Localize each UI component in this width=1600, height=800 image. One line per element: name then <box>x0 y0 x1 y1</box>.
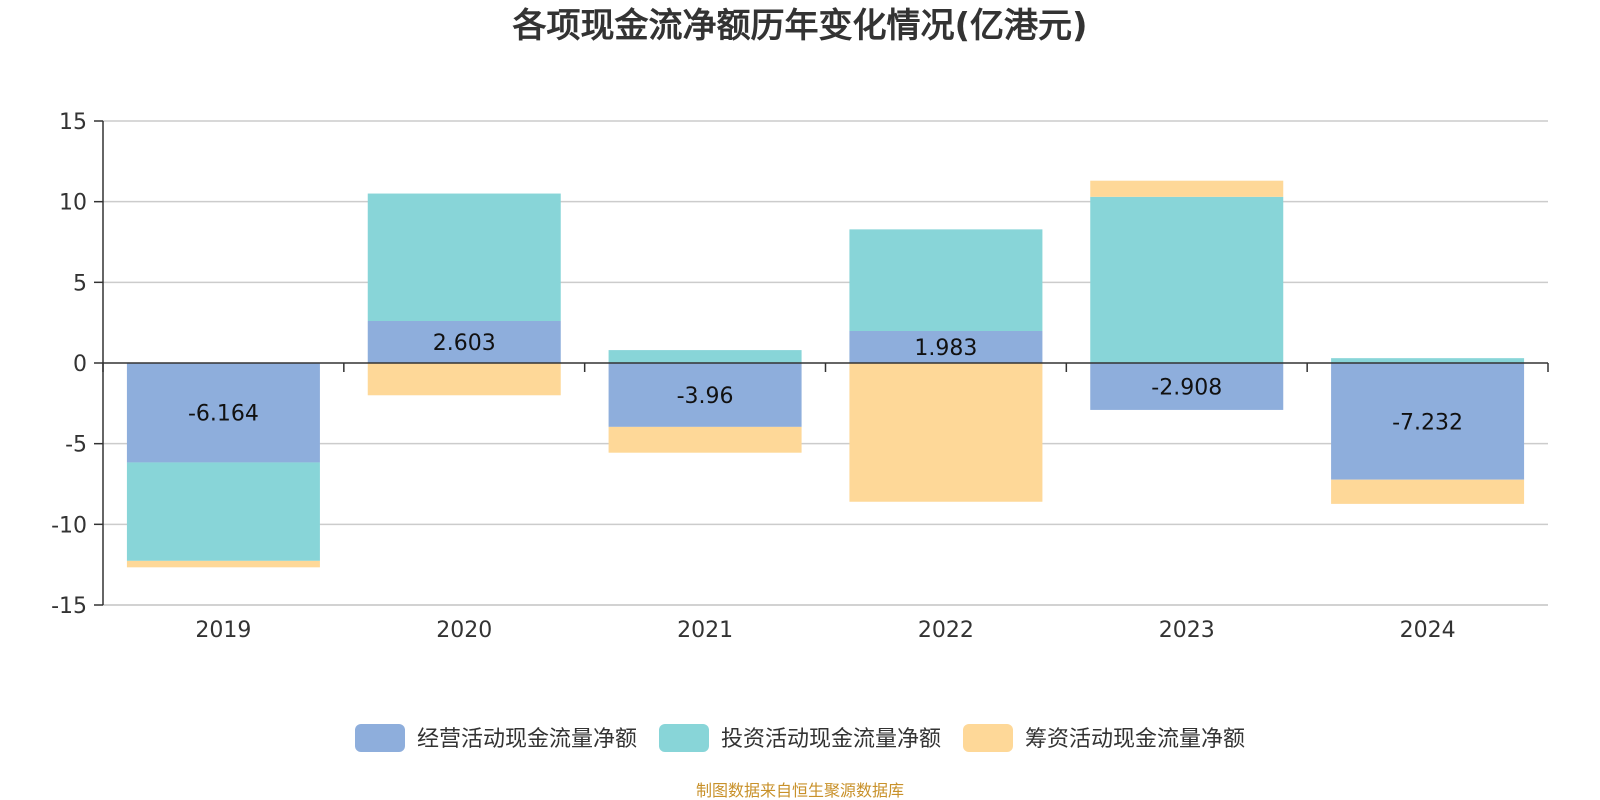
bars <box>126 180 1525 568</box>
legend-label-2: 投资活动现金流量净额 <box>721 727 941 752</box>
bar-2-2024 <box>1331 358 1525 363</box>
y-tick-label: 0 <box>73 352 87 377</box>
bar-1-2020 <box>367 321 561 363</box>
bar-1-2024 <box>1331 363 1525 480</box>
y-tick-label: 15 <box>59 110 87 135</box>
bar-2-2023 <box>1090 196 1284 363</box>
bar-3-2024 <box>1331 479 1525 504</box>
y-tick-label: 10 <box>59 191 87 216</box>
legend-swatch-1 <box>355 724 405 752</box>
y-tick-label: 5 <box>73 271 87 296</box>
x-tick-label: 2022 <box>918 618 974 643</box>
legend-swatch-3 <box>963 724 1013 752</box>
x-axis-ticks: 2019 2020 2021 2022 2023 2024 <box>195 618 1455 643</box>
data-label-2023: -2.908 <box>1151 375 1222 400</box>
bar-2-2019 <box>126 462 320 561</box>
y-tick-label: -15 <box>51 594 87 619</box>
bar-2-2021 <box>608 350 802 363</box>
x-tick-label: 2021 <box>677 618 733 643</box>
bar-3-2022 <box>849 363 1043 502</box>
y-tick-label: -5 <box>65 433 87 458</box>
data-labels: -6.164 2.603 -3.96 1.983 -2.908 -7.232 <box>188 331 1463 435</box>
data-label-2022: 1.983 <box>914 336 977 361</box>
y-axis-ticks: 15 10 5 0 -5 -10 -15 <box>51 110 103 619</box>
y-tick-label: -10 <box>51 513 87 538</box>
legend-swatch-2 <box>659 724 709 752</box>
bar-2-2020 <box>367 193 561 322</box>
bar-1-2019 <box>126 363 320 463</box>
chart-title: 各项现金流净额历年变化情况(亿港元) <box>512 6 1087 46</box>
bar-3-2021 <box>608 426 802 453</box>
bar-1-2022 <box>849 331 1043 363</box>
bar-2-2022 <box>849 229 1043 332</box>
bar-1-2021 <box>608 363 802 427</box>
grid-lines <box>103 120 1548 606</box>
legend-label-1: 经营活动现金流量净额 <box>417 727 637 752</box>
data-label-2024: -7.232 <box>1392 410 1463 435</box>
legend-label-3: 筹资活动现金流量净额 <box>1025 727 1245 752</box>
x-tick-label: 2024 <box>1400 618 1456 643</box>
bar-3-2023 <box>1090 180 1284 197</box>
x-tick-label: 2020 <box>436 618 492 643</box>
x-tick-label: 2023 <box>1159 618 1215 643</box>
bar-3-2020 <box>367 363 561 396</box>
data-label-2019: -6.164 <box>188 402 259 427</box>
bar-1-2023 <box>1090 363 1284 410</box>
data-label-2021: -3.96 <box>677 384 734 409</box>
bar-3-2019 <box>126 560 320 568</box>
x-tick-label: 2019 <box>195 618 251 643</box>
data-label-2020: 2.603 <box>433 331 496 356</box>
source-note: 制图数据来自恒生聚源数据库 <box>696 781 904 800</box>
legend: 经营活动现金流量净额 投资活动现金流量净额 筹资活动现金流量净额 <box>355 724 1245 752</box>
